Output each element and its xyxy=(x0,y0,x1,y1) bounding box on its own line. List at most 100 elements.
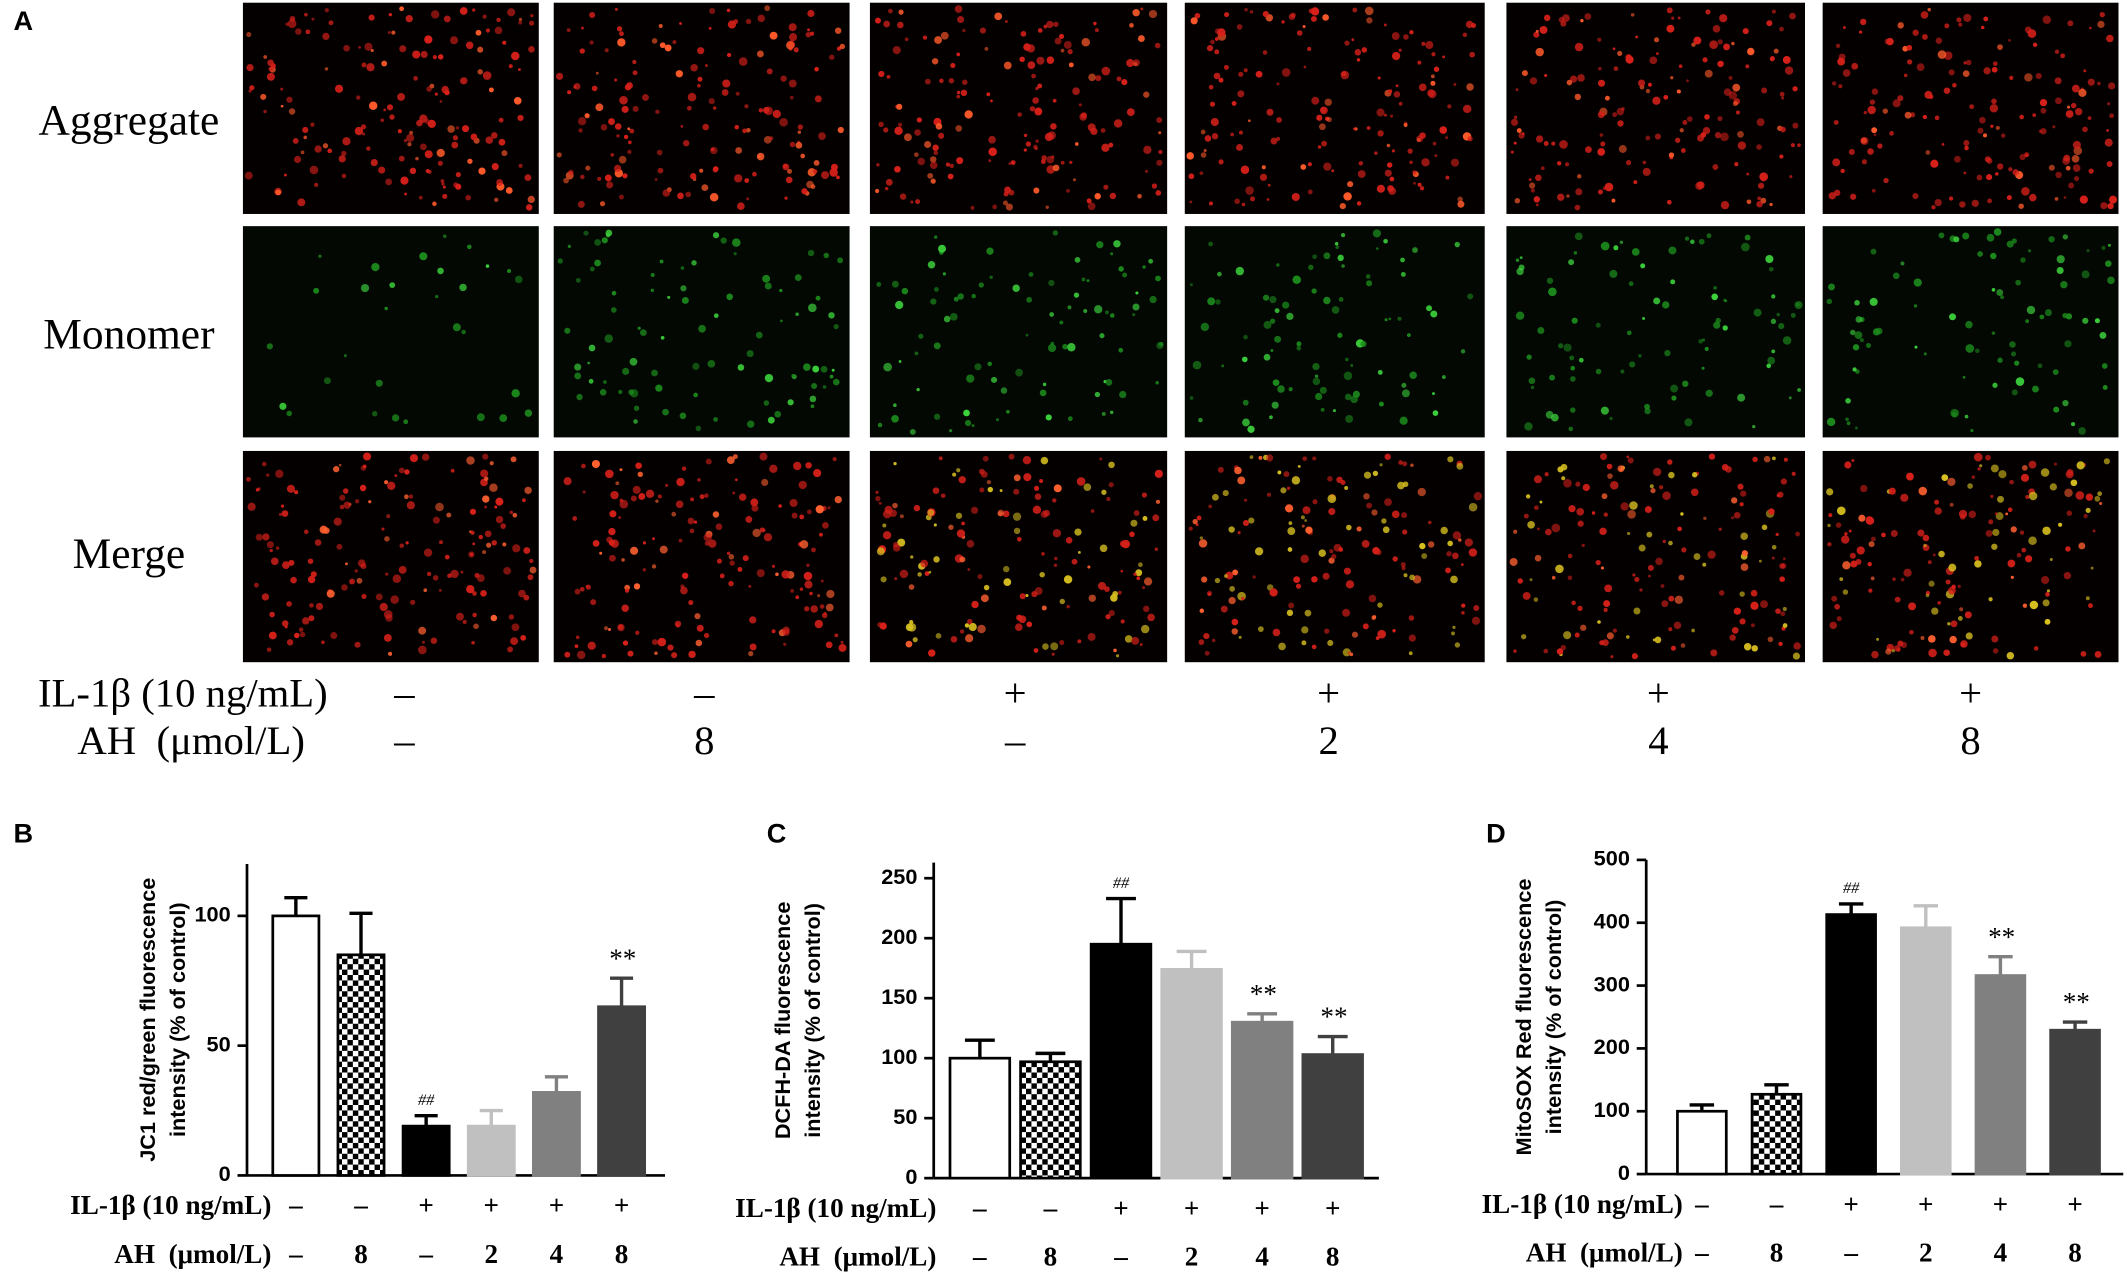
cell xyxy=(341,584,348,591)
cell xyxy=(564,327,571,334)
cell xyxy=(585,584,591,590)
cell xyxy=(388,13,393,17)
cell xyxy=(1970,428,1974,433)
cell xyxy=(1023,473,1032,482)
cell xyxy=(1033,187,1040,194)
cell xyxy=(1222,490,1229,497)
cell xyxy=(1413,181,1416,185)
cell xyxy=(1962,376,1966,379)
cell xyxy=(403,138,408,143)
cell xyxy=(1108,461,1115,469)
cell xyxy=(836,175,840,180)
cell xyxy=(1585,146,1592,154)
cell xyxy=(692,362,700,370)
cell xyxy=(665,483,669,487)
cell xyxy=(1217,28,1226,37)
cell xyxy=(1206,45,1214,52)
cell xyxy=(1302,506,1311,515)
cell xyxy=(1403,573,1408,578)
cell xyxy=(1290,12,1296,18)
cell xyxy=(650,273,655,278)
cell xyxy=(2039,98,2048,107)
cell xyxy=(1041,552,1045,556)
cell xyxy=(912,637,918,643)
cell xyxy=(604,626,608,631)
y-axis-label: MitoSOX Red fluorescence xyxy=(1511,879,1536,1156)
cell xyxy=(485,136,494,144)
cell xyxy=(1977,127,1984,134)
cell xyxy=(1826,417,1836,427)
cell xyxy=(1773,48,1779,54)
cell xyxy=(1105,379,1113,386)
cell xyxy=(1261,165,1266,170)
cell xyxy=(1782,606,1787,612)
cell xyxy=(1871,88,1879,95)
cell xyxy=(809,31,815,36)
cell xyxy=(1063,575,1073,584)
cell xyxy=(1869,297,1878,306)
cell xyxy=(1871,650,1879,659)
cell xyxy=(980,470,988,478)
cell xyxy=(1705,389,1713,397)
cell xyxy=(1564,162,1570,167)
micrograph-bg xyxy=(1184,226,1485,438)
cell xyxy=(2099,11,2105,18)
cell xyxy=(1991,98,1997,105)
cell xyxy=(1311,288,1317,294)
cell xyxy=(1094,305,1103,314)
cell xyxy=(1041,605,1047,611)
cell xyxy=(2101,245,2106,250)
cell xyxy=(2021,187,2030,196)
cell xyxy=(749,616,757,624)
cell xyxy=(1962,232,1970,240)
cell xyxy=(2025,555,2033,563)
cell xyxy=(1324,98,1332,106)
cell xyxy=(1832,158,1841,167)
cell xyxy=(2060,53,2066,59)
cell xyxy=(336,543,343,550)
cell xyxy=(1854,300,1860,306)
condition-value: + xyxy=(614,1190,629,1220)
cell xyxy=(1870,536,1876,542)
cell xyxy=(1063,41,1072,49)
cell xyxy=(1856,546,1865,555)
cell xyxy=(1255,70,1263,78)
cell xyxy=(1194,12,1201,19)
cell xyxy=(1842,561,1851,570)
cell xyxy=(1601,639,1609,647)
bar xyxy=(1750,1092,1803,1176)
cell xyxy=(1890,529,1898,537)
cell xyxy=(1578,357,1584,363)
cell xyxy=(1354,49,1362,56)
y-axis-label: intensity (% of control) xyxy=(1541,900,1566,1135)
cell xyxy=(518,20,523,25)
cell xyxy=(513,96,522,105)
cell xyxy=(1408,634,1416,642)
cell xyxy=(1375,549,1382,556)
cell xyxy=(398,565,407,574)
cell xyxy=(1888,487,1896,495)
cell xyxy=(605,229,613,237)
cell xyxy=(2107,202,2114,210)
cell xyxy=(1247,425,1255,433)
cell xyxy=(588,344,596,352)
cell xyxy=(383,108,387,112)
cell xyxy=(876,547,885,556)
cell xyxy=(2108,82,2116,90)
cell xyxy=(1737,130,1744,138)
cell xyxy=(1465,20,1474,29)
cell xyxy=(1977,467,1981,471)
cell xyxy=(1543,14,1551,22)
cell xyxy=(883,127,889,133)
micrograph xyxy=(553,226,850,438)
cell xyxy=(899,569,909,579)
cell xyxy=(764,373,774,383)
cell xyxy=(635,630,640,635)
cell xyxy=(1262,50,1268,55)
cell xyxy=(1450,575,1458,584)
cell xyxy=(1510,150,1514,154)
cell xyxy=(840,640,844,644)
cell xyxy=(1535,203,1539,207)
cell xyxy=(2054,77,2062,85)
cell xyxy=(1782,557,1786,561)
